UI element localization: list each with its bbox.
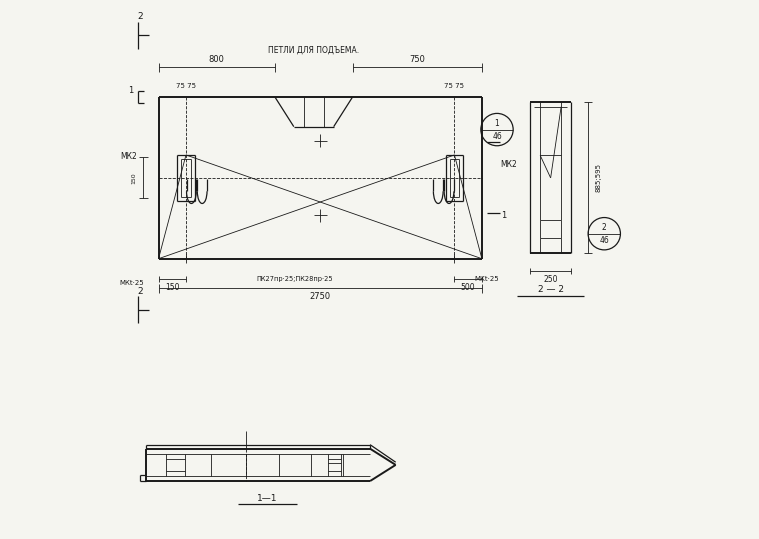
Text: МК2: МК2 <box>500 160 517 169</box>
Text: 250: 250 <box>543 275 558 284</box>
Text: 75 75: 75 75 <box>445 83 465 89</box>
Text: МКt·25: МКt·25 <box>119 280 144 286</box>
Text: 1—1: 1—1 <box>257 494 278 503</box>
Text: 46: 46 <box>600 236 609 245</box>
Text: 800: 800 <box>209 55 225 64</box>
Text: ПК27пр·25;ПК28пр·25: ПК27пр·25;ПК28пр·25 <box>256 276 332 282</box>
Text: 1: 1 <box>128 86 133 95</box>
Text: 750: 750 <box>409 55 425 64</box>
Text: 1: 1 <box>501 211 506 219</box>
Text: 500: 500 <box>461 283 475 292</box>
Text: 1: 1 <box>495 119 499 128</box>
Text: 2: 2 <box>137 287 143 295</box>
Text: 2 — 2: 2 — 2 <box>537 286 564 294</box>
Text: 2750: 2750 <box>310 293 331 301</box>
Text: МК2: МК2 <box>121 152 137 161</box>
Text: 2: 2 <box>137 12 143 20</box>
Text: МКt·25: МКt·25 <box>474 276 499 282</box>
Text: ПЕТЛИ ДЛЯ ПОДЪЕМА.: ПЕТЛИ ДЛЯ ПОДЪЕМА. <box>268 46 359 54</box>
Text: 2: 2 <box>602 223 606 232</box>
Text: 150: 150 <box>165 283 180 292</box>
Text: 46: 46 <box>492 132 502 141</box>
Text: 150: 150 <box>131 172 136 184</box>
Text: 75 75: 75 75 <box>176 83 196 89</box>
Text: 885;595: 885;595 <box>596 163 602 192</box>
